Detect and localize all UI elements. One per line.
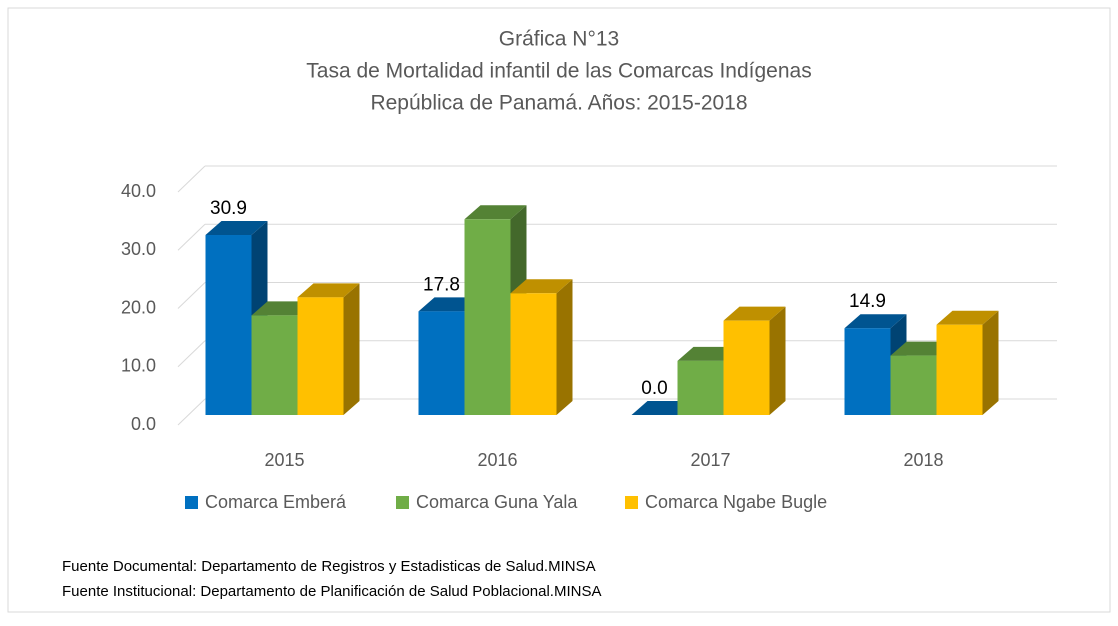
y-tick-label: 40.0 [121, 181, 156, 201]
grid-line [177, 398, 206, 426]
legend-label: Comarca Guna Yala [416, 492, 578, 512]
legend-swatch [625, 496, 638, 509]
legend-swatch [396, 496, 409, 509]
bar [418, 311, 465, 415]
x-tick-label: 2018 [903, 450, 943, 470]
bar [890, 355, 937, 415]
data-label: 30.9 [210, 198, 247, 219]
grid-line [177, 340, 206, 368]
chart-title: República de Panamá. Años: 2015-2018 [370, 92, 747, 115]
bar-top [844, 314, 907, 329]
bar-top [205, 221, 268, 236]
data-label: 17.8 [423, 274, 460, 295]
bar [510, 293, 557, 415]
y-tick-label: 10.0 [121, 356, 156, 376]
legend-label: Comarca Emberá [205, 492, 347, 512]
x-tick-label: 2016 [477, 450, 517, 470]
bar-top [297, 283, 360, 298]
legend-swatch [185, 496, 198, 509]
bar [936, 324, 983, 415]
chart-title: Gráfica N°13 [499, 28, 619, 51]
source-note: Fuente Institucional: Departamento de Pl… [62, 583, 601, 600]
legend-label: Comarca Ngabe Bugle [645, 492, 827, 512]
bar [723, 320, 770, 415]
bar [464, 219, 511, 415]
bar-top [510, 279, 573, 294]
bar [297, 297, 344, 415]
bar [677, 360, 724, 415]
bar-top [723, 306, 786, 321]
bar [251, 315, 298, 415]
y-tick-label: 20.0 [121, 297, 156, 317]
bar-top [464, 205, 527, 220]
data-label: 14.9 [849, 291, 886, 312]
y-tick-label: 0.0 [131, 414, 156, 434]
data-label: 0.0 [641, 378, 667, 399]
bar-side [769, 306, 786, 415]
bar-top [936, 310, 999, 325]
x-tick-label: 2015 [264, 450, 304, 470]
bar-side [982, 310, 999, 415]
bar-side [556, 279, 573, 415]
grid-line [177, 165, 206, 193]
grid-line [177, 223, 206, 251]
chart-title: Tasa de Mortalidad infantil de las Comar… [306, 60, 811, 83]
grid-line [177, 282, 206, 309]
source-note: Fuente Documental: Departamento de Regis… [62, 558, 596, 575]
y-tick-label: 30.0 [121, 239, 156, 259]
bar [205, 235, 252, 415]
x-tick-label: 2017 [690, 450, 730, 470]
bar-side [343, 283, 360, 415]
bar [844, 328, 891, 415]
